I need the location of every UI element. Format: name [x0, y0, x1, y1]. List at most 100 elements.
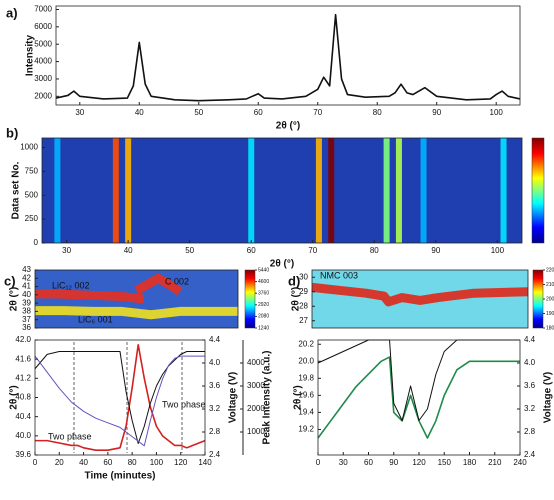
y-tick-label: 42 [22, 273, 31, 282]
y2-tick-label: 4.0 [524, 358, 536, 367]
colorbar-tick-label: 1800 [546, 325, 554, 331]
data-line [34, 355, 205, 447]
y-tick-label: 41.2 [15, 373, 31, 382]
annotation: LiC₆ 001 [78, 314, 113, 324]
peak-band [248, 138, 255, 243]
peak-band [315, 138, 322, 243]
x-tick-label: 120 [412, 458, 426, 467]
peak-band [125, 138, 132, 243]
x-tick-label: 60 [254, 108, 263, 117]
intensity-trace [134, 273, 183, 296]
x-tick-label: 100 [490, 108, 504, 117]
y-tick-label: 6000 [34, 22, 52, 31]
colorbar-tick-label: 1240 [258, 325, 269, 331]
y-axis-title: 2θ (°) [9, 385, 20, 409]
x-tick-label: 120 [174, 458, 188, 467]
x-tick-label: 30 [62, 246, 71, 255]
x-tick-label: 80 [373, 108, 382, 117]
y2-tick-label: 2.4 [524, 450, 536, 459]
y-axis-title: Intensity [25, 35, 36, 77]
y-tick-label: 42.0 [15, 335, 31, 344]
y-tick-label: 0 [34, 238, 39, 247]
y-axis-title: 2θ (°) [9, 287, 20, 311]
y2-tick-label: 4.0 [209, 358, 221, 367]
y-tick-label: 39.6 [15, 450, 31, 459]
y-tick-label: 37 [22, 315, 31, 324]
y-axis-title: Data set No. [11, 161, 22, 219]
intensity-trace [35, 306, 238, 320]
y-tick-label: 41.6 [15, 354, 31, 363]
y2-tick-label: 3.2 [524, 404, 536, 413]
y2-axis-title: Voltage (V) [543, 372, 554, 423]
x-tick-label: 80 [370, 246, 379, 255]
y-tick-label: 250 [25, 214, 39, 223]
plot-frame [55, 5, 521, 106]
y2-tick-label: 3.6 [209, 381, 221, 390]
data-line [35, 343, 206, 452]
x-tick-label: 180 [463, 458, 477, 467]
x-tick-label: 0 [33, 458, 38, 467]
colorbar-tick-label: 3760 [258, 291, 269, 297]
colorbar-tick-label: 1900 [546, 311, 554, 317]
x-tick-label: 40 [124, 246, 133, 255]
y-tick-label: 750 [25, 167, 39, 176]
y-tick-label: 19.8 [298, 373, 314, 382]
y-tick-label: 28 [299, 301, 308, 310]
colorbar-tick-label: 2200 [546, 267, 554, 273]
y-tick-label: 40.8 [15, 393, 31, 402]
x-tick-label: 0 [316, 458, 321, 467]
colorbar-tick-label: 2100 [546, 282, 554, 288]
colorbar-tick-label: 2080 [258, 314, 269, 320]
y-tick-label: 1000 [20, 143, 38, 152]
colorbar-tick-label: 2000 [546, 296, 554, 302]
peak-band [383, 138, 390, 243]
y2-tick-label: 3.6 [524, 381, 536, 390]
x-tick-label: 90 [431, 246, 440, 255]
colorbar-tick-label: 4600 [258, 279, 269, 285]
y-tick-label: 20.2 [298, 339, 314, 348]
annotation: LiC₁₂ 002 [52, 280, 90, 290]
x-tick-label: 70 [308, 246, 317, 255]
y-tick-label: 3000 [34, 74, 52, 83]
x-tick-label: 210 [488, 458, 502, 467]
annotation: Two phase [162, 399, 206, 409]
y-tick-label: 36 [22, 323, 31, 332]
x-tick-label: 240 [513, 458, 527, 467]
y-tick-label: 5000 [34, 39, 52, 48]
x-tick-label: 20 [55, 458, 64, 467]
colorbar-tick-label: 5440 [258, 267, 269, 273]
y2-tick-label: 4.4 [209, 335, 221, 344]
x-tick-label: 50 [194, 108, 203, 117]
plot-frame [311, 269, 529, 329]
y-tick-label: 2000 [34, 91, 52, 100]
y2-tick-label: 3.2 [209, 404, 221, 413]
y-tick-label: 19.4 [298, 408, 314, 417]
x-tick-label: 40 [135, 108, 144, 117]
y-axis-title: 2θ (°) [293, 385, 304, 409]
x-tick-label: 100 [491, 246, 505, 255]
y-tick-label: 30 [299, 272, 308, 281]
y-tick-label: 40.4 [15, 412, 31, 421]
y-tick-label: 19.6 [298, 390, 314, 399]
panel-label: d) [288, 273, 300, 288]
x-tick-label: 100 [150, 458, 164, 467]
panel-label: a) [6, 5, 18, 20]
x-tick-label: 50 [185, 246, 194, 255]
x-tick-label: 80 [128, 458, 137, 467]
x-tick-label: 30 [75, 108, 84, 117]
y-tick-label: 40.0 [15, 431, 31, 440]
x-tick-label: 90 [432, 108, 441, 117]
y3-tick-label: 4000 [247, 358, 265, 367]
peak-band [500, 138, 507, 243]
x-tick-label: 60 [247, 246, 256, 255]
intensity-trace [35, 289, 145, 304]
y-tick-label: 4000 [34, 57, 52, 66]
x-tick-label: 60 [103, 458, 112, 467]
x-tick-label: 60 [364, 458, 373, 467]
annotation: C 002 [165, 276, 189, 286]
heatmap-background [42, 138, 522, 243]
y-tick-label: 39 [22, 298, 31, 307]
plot-frame [41, 137, 523, 244]
y-tick-label: 40 [22, 290, 31, 299]
